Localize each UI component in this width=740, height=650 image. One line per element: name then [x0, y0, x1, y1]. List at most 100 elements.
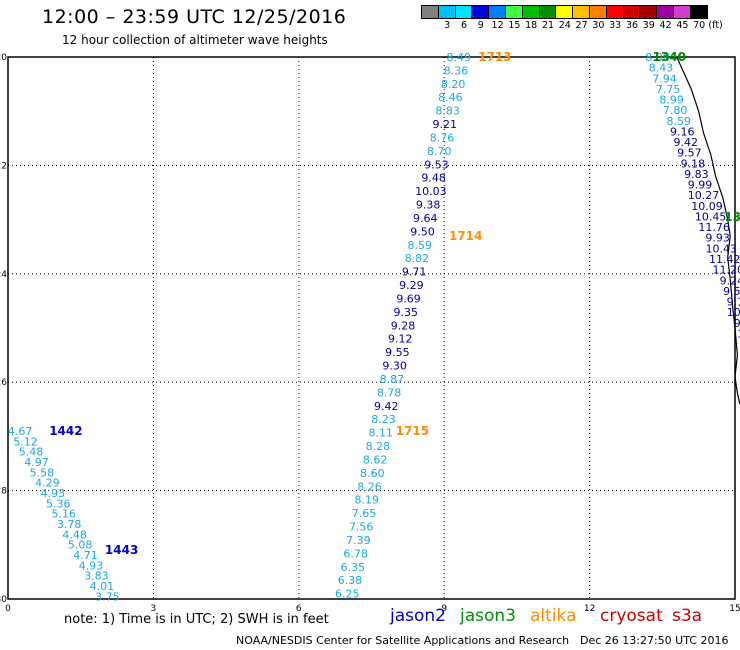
wave-height-value: 10.60	[727, 306, 740, 319]
color-scale-swatches	[421, 5, 708, 19]
x-tick-label: 3	[151, 604, 157, 614]
wave-height-value: 9.69	[396, 292, 421, 305]
legend-jason2: jason2	[390, 606, 446, 626]
legend-altika: altika	[530, 606, 577, 626]
wave-height-value: 8.20	[441, 78, 466, 91]
wave-height-value: 9.74	[734, 317, 740, 330]
x-tick-label: 6	[296, 604, 302, 614]
wave-height-value: 10.4	[737, 327, 740, 340]
wave-height-value: 10.03	[415, 185, 447, 198]
wave-height-value: 10.45	[695, 210, 727, 223]
wave-height-value: 9.50	[410, 225, 435, 238]
wave-height-value: 7.75	[656, 83, 681, 96]
wave-height-value: 8.59	[407, 239, 432, 252]
page-subtitle: 12 hour collection of altimeter wave hei…	[62, 33, 328, 47]
scale-label: 36	[625, 20, 639, 31]
wave-height-value: 9.18	[681, 157, 706, 170]
wave-height-value: 9.64	[413, 212, 438, 225]
wave-height-value: 7.56	[349, 521, 374, 534]
footer-note: note: 1) Time is in UTC; 2) SWH is in fe…	[64, 612, 329, 627]
wave-height-value: 7.94	[652, 72, 677, 85]
wave-height-value: 4.48	[62, 528, 87, 541]
wave-height-value: 7.39	[346, 534, 371, 547]
scale-swatch	[689, 5, 708, 19]
pass-time-label: 1442	[49, 424, 82, 438]
scale-label: 21	[541, 20, 555, 31]
pass-time-label: 1443	[105, 543, 138, 557]
wave-height-value: 8.78	[377, 386, 402, 399]
wave-height-value: 9.29	[399, 279, 424, 292]
pass-time-label: 134	[724, 210, 740, 224]
scale-label: 70	[693, 20, 706, 31]
wave-height-value: 6.38	[338, 574, 363, 587]
wave-height-value: 3.83	[84, 570, 109, 583]
x-tick-label: 12	[584, 604, 595, 614]
scale-label: 9	[477, 20, 484, 31]
wave-height-value: 4.71	[73, 549, 98, 562]
coastline	[676, 56, 740, 405]
scale-label: 30	[592, 20, 605, 31]
y-tick-label: -20	[0, 53, 7, 63]
wave-height-value: 9.71	[402, 266, 427, 279]
wave-height-value: 9.57	[677, 147, 702, 160]
wave-height-value: 9.99	[688, 179, 713, 192]
wave-height-value: 9.30	[382, 360, 407, 373]
wave-height-value: 3.75	[95, 590, 120, 603]
wave-height-value: 8.28	[366, 440, 391, 453]
wave-height-value: 7.80	[663, 104, 688, 117]
wave-height-value: 11.76	[698, 221, 730, 234]
scale-label: 39	[642, 20, 655, 31]
wave-height-value: 9.42	[374, 400, 399, 413]
wave-height-value: 10.27	[688, 189, 720, 202]
wave-height-value: 8.83	[435, 105, 460, 118]
wave-height-value: 9.38	[416, 199, 441, 212]
wave-height-value: 9.48	[421, 172, 446, 185]
wave-height-value: 5.58	[30, 466, 55, 479]
y-tick-label: -30	[0, 595, 7, 605]
wave-height-value: 8.49	[446, 51, 471, 64]
wave-height-value: 8.82	[405, 252, 430, 265]
wave-height-value: 8.46	[438, 91, 463, 104]
scale-label: 42	[659, 20, 672, 31]
scale-unit: (ft)	[708, 20, 723, 31]
wave-height-value: 3.78	[57, 518, 82, 531]
wave-height-value: 8.76	[430, 131, 455, 144]
legend-jason3: jason3	[460, 606, 516, 626]
scale-label: 24	[558, 20, 571, 31]
wave-height-value: 4.97	[24, 456, 49, 469]
pass-time-label: 1713	[478, 50, 511, 64]
wave-height-value: 8.43	[649, 62, 674, 75]
wave-height-value: 4.29	[35, 477, 60, 490]
wave-height-value: 4.01	[90, 580, 115, 593]
y-tick-label: -22	[0, 161, 7, 171]
wave-height-value: 9.24	[720, 274, 740, 287]
scale-label: 15	[508, 20, 521, 31]
wave-height-value: 5.48	[19, 446, 44, 459]
wave-height-value: 7.65	[352, 507, 377, 520]
wave-height-value: 9.12	[388, 333, 413, 346]
wave-height-value: 9.35	[394, 306, 419, 319]
wave-height-value: 8.19	[355, 494, 380, 507]
wave-height-value: 5.16	[51, 508, 76, 521]
y-tick-label: -24	[0, 270, 7, 280]
wave-height-value: 8.11	[368, 427, 393, 440]
wave-height-value: 8.26	[357, 480, 382, 493]
wave-height-value: 9.11	[727, 296, 740, 309]
wave-height-value: 8.60	[360, 467, 385, 480]
wave-height-value: 8.87	[380, 373, 405, 386]
x-tick-label: 0	[5, 604, 11, 614]
wave-height-value: 10.43	[705, 242, 737, 255]
x-tick-label: 15	[729, 604, 740, 614]
scale-label: 45	[676, 20, 689, 31]
legend-cryosat: cryosat	[600, 606, 663, 626]
wave-height-value: 9.21	[433, 118, 458, 131]
pass-time-label: 1340	[653, 50, 686, 64]
wave-height-value: 8.62	[363, 453, 388, 466]
wave-height-value: 5.36	[46, 497, 71, 510]
wave-height-value: 11.42	[709, 253, 740, 266]
wave-height-value: 6.25	[335, 588, 360, 601]
y-tick-label: -26	[0, 378, 7, 388]
credit-line: NOAA/NESDIS Center for Satellite Applica…	[236, 634, 570, 647]
pass-time-label: 1714	[449, 229, 482, 243]
